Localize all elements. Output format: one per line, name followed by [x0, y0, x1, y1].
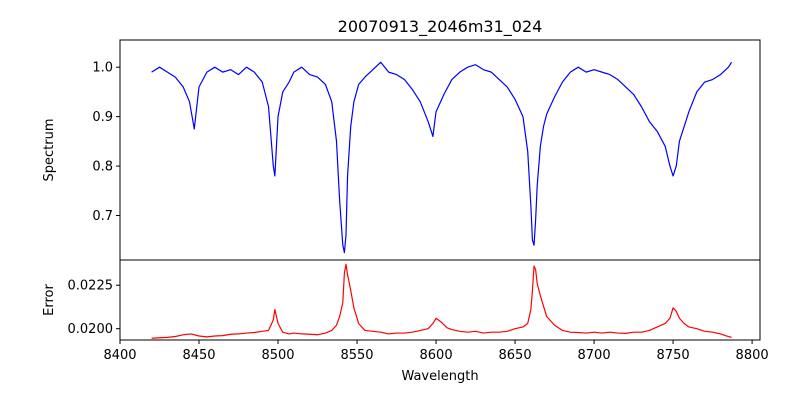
x-tick-label: 8750: [657, 348, 690, 363]
error-panel: 0.0200 0.0225 8400 8450 8500 8550 8600 8650 870…: [42, 259, 769, 384]
spectrum-y-tick-label: 0.9: [92, 110, 113, 125]
x-axis-label: Wavelength: [401, 369, 478, 384]
x-tick-label: 8550: [340, 348, 373, 363]
error-x-ticks: 8400 8450 8500 8550 8600 8650 8700 8750 8800: [103, 340, 769, 363]
spectrum-panel: 0.7 0.8 0.9 1.0 Spectrum: [42, 39, 761, 261]
spectrum-plot-area: [120, 40, 760, 260]
spectrum-line: [151, 61, 733, 254]
x-tick-label: 8400: [103, 348, 136, 363]
x-tick-label: 8800: [736, 348, 769, 363]
x-tick-label: 8450: [182, 348, 215, 363]
error-y-tick-label: 0.0200: [68, 322, 114, 337]
error-plot-frame: [119, 259, 761, 341]
spectrum-y-tick-label: 0.7: [92, 209, 113, 224]
spectrum-y-ticks: 0.7 0.8 0.9 1.0: [92, 61, 120, 224]
spectrum-y-tick-label: 0.8: [92, 160, 113, 175]
error-y-ticks: 0.0200 0.0225: [68, 279, 120, 337]
spectrum-y-tick-label: 1.0: [92, 61, 113, 76]
error-plot-area: [120, 260, 760, 340]
error-line: [151, 263, 732, 339]
x-tick-label: 8500: [261, 348, 294, 363]
error-y-axis-label: Error: [42, 284, 57, 316]
spectrum-y-axis-label: Spectrum: [42, 119, 57, 182]
error-series-group: [151, 263, 732, 339]
x-tick-label: 8650: [499, 348, 532, 363]
chart-title: 20070913_2046m31_024: [338, 17, 543, 37]
x-tick-label: 8600: [420, 348, 453, 363]
error-y-tick-label: 0.0225: [68, 279, 114, 294]
x-tick-label: 8700: [578, 348, 611, 363]
spectrum-series-group: [151, 61, 733, 254]
